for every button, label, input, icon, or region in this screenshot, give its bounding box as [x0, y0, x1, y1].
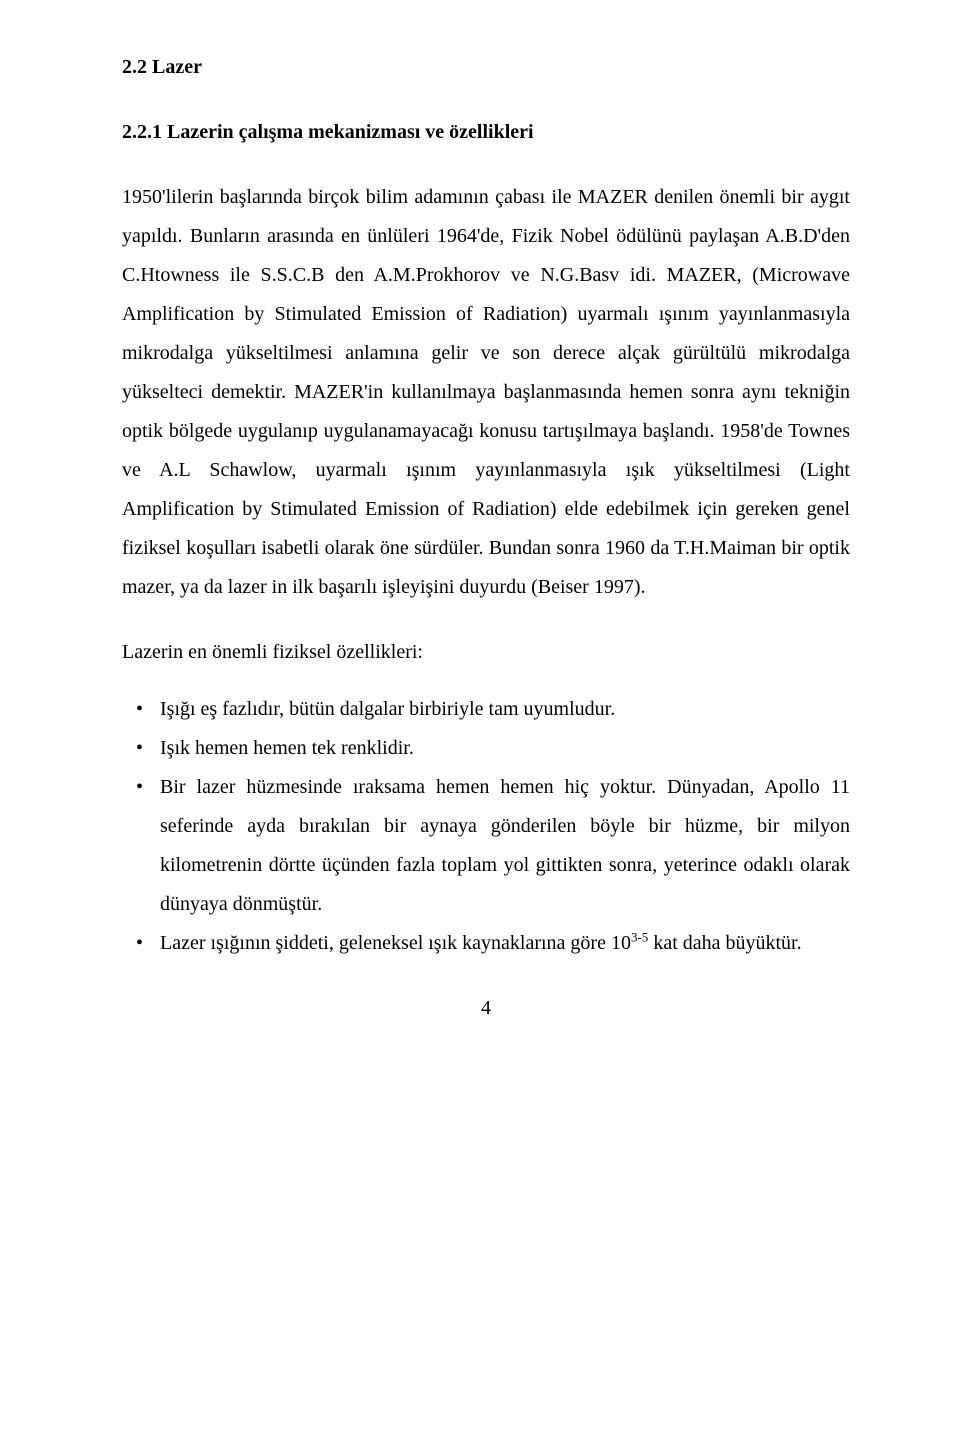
list-item: Işık hemen hemen tek renklidir.: [160, 729, 850, 768]
section-heading: 2.2 Lazer: [122, 48, 850, 87]
list-item: Bir lazer hüzmesinde ıraksama hemen heme…: [160, 768, 850, 924]
list-item: Işığı eş fazlıdır, bütün dalgalar birbir…: [160, 690, 850, 729]
feature-list: Işığı eş fazlıdır, bütün dalgalar birbir…: [122, 690, 850, 963]
list-item-text-post: kat daha büyüktür.: [648, 932, 801, 954]
page: 2.2 Lazer 2.2.1 Lazerin çalışma mekanizm…: [0, 0, 960, 1442]
subsection-heading: 2.2.1 Lazerin çalışma mekanizması ve öze…: [122, 113, 850, 152]
list-intro: Lazerin en önemli fiziksel özellikleri:: [122, 633, 850, 672]
superscript: 3-5: [631, 929, 648, 944]
list-item: Lazer ışığının şiddeti, geleneksel ışık …: [160, 924, 850, 963]
page-number: 4: [122, 989, 850, 1028]
list-item-text-pre: Lazer ışığının şiddeti, geleneksel ışık …: [160, 932, 631, 954]
paragraph-body: 1950'lilerin başlarında birçok bilim ada…: [122, 178, 850, 607]
